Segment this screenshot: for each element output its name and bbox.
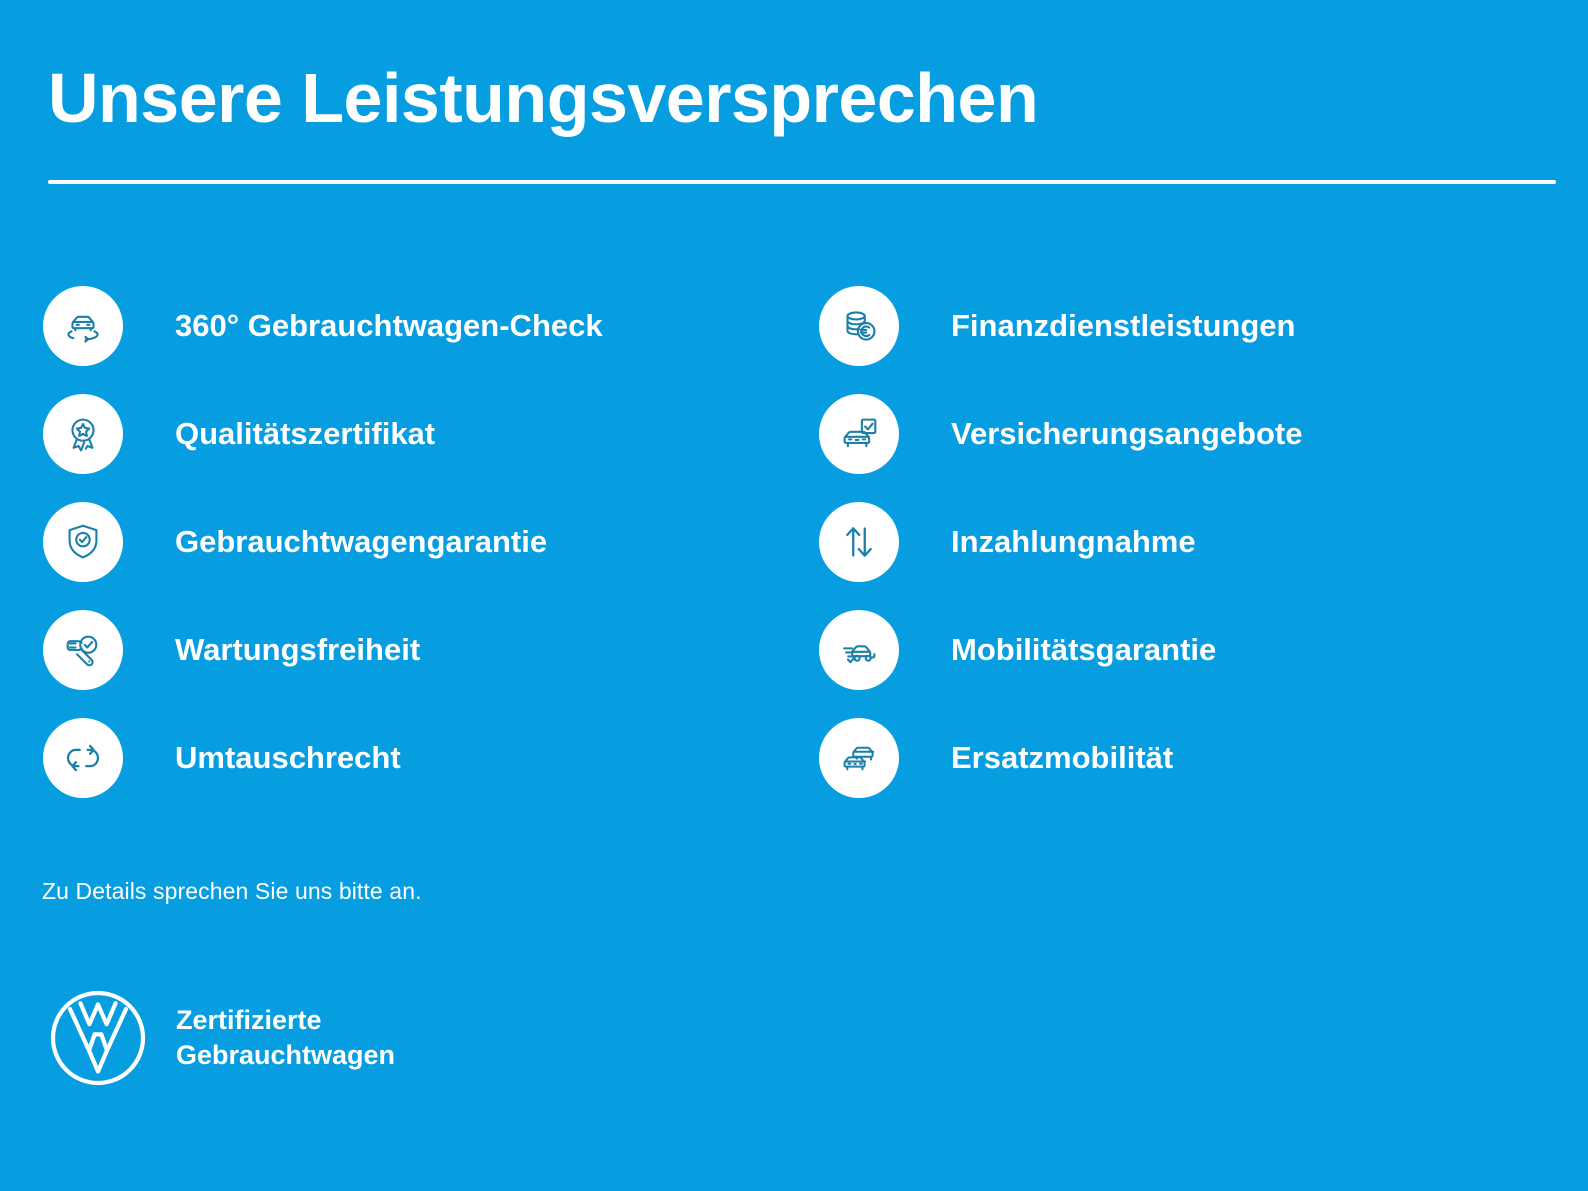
benefit-label: Umtauschrecht — [175, 740, 401, 776]
benefit-label: Gebrauchtwagengarantie — [175, 524, 548, 560]
two-cars-icon — [819, 718, 899, 798]
award-rosette-icon — [43, 394, 123, 474]
wrench-check-icon — [43, 610, 123, 690]
brand-line-1: Zertifizierte — [176, 1005, 322, 1036]
page-title: Unsere Leistungsversprechen — [48, 59, 1039, 137]
brand-block: Zertifizierte Gebrauchtwagen — [48, 988, 395, 1088]
benefit-label: Finanzdienstleistungen — [951, 308, 1296, 344]
benefit-item-used-car-warranty: Gebrauchtwagengarantie — [43, 502, 819, 582]
coins-euro-icon — [819, 286, 899, 366]
car-checkbox-icon — [819, 394, 899, 474]
title-divider — [48, 179, 1556, 184]
benefit-label: Versicherungsangebote — [951, 416, 1303, 452]
benefit-label: Wartungsfreiheit — [175, 632, 421, 668]
footnote-text: Zu Details sprechen Sie uns bitte an. — [42, 878, 422, 904]
brand-line-2: Gebrauchtwagen — [176, 1040, 396, 1070]
brand-text: Zertifizierte Gebrauchtwagen — [176, 1003, 395, 1072]
benefit-item-replacement-mobility: Ersatzmobilität — [819, 718, 1588, 798]
arrows-up-down-icon — [819, 502, 899, 582]
shield-check-icon — [43, 502, 123, 582]
benefit-item-financial-services: Finanzdienstleistungen — [819, 286, 1588, 366]
benefit-label: Ersatzmobilität — [951, 740, 1174, 776]
benefit-item-quality-certificate: Qualitätszertifikat — [43, 394, 819, 474]
benefit-item-mobility-guarantee: Mobilitätsgarantie — [819, 610, 1588, 690]
car-speed-check-icon — [819, 610, 899, 690]
benefit-item-maintenance-free: Wartungsfreiheit — [43, 610, 819, 690]
benefits-grid: 360° Gebrauchtwagen-Check Finanzdienstle… — [0, 286, 1588, 798]
exchange-arrows-icon — [43, 718, 123, 798]
benefit-label: Mobilitätsgarantie — [951, 632, 1217, 668]
benefit-item-trade-in: Inzahlungnahme — [819, 502, 1588, 582]
benefit-label: 360° Gebrauchtwagen-Check — [175, 308, 603, 344]
benefit-label: Qualitätszertifikat — [175, 416, 436, 452]
header: Unsere Leistungsversprechen — [48, 59, 1556, 184]
benefit-item-insurance-offers: Versicherungsangebote — [819, 394, 1588, 474]
benefit-item-360-check: 360° Gebrauchtwagen-Check — [43, 286, 819, 366]
benefit-item-right-of-exchange: Umtauschrecht — [43, 718, 819, 798]
car-360-rotate-icon — [43, 286, 123, 366]
benefit-label: Inzahlungnahme — [951, 524, 1196, 560]
volkswagen-logo-icon — [48, 988, 148, 1088]
